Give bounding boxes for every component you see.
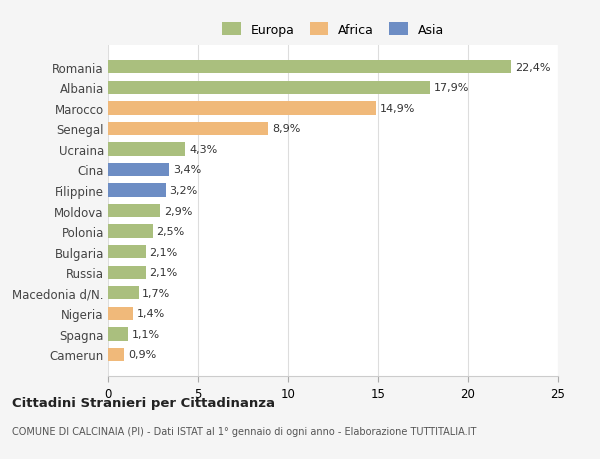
Bar	[108, 163, 169, 177]
Text: 0,9%: 0,9%	[128, 350, 156, 360]
Text: 8,9%: 8,9%	[272, 124, 300, 134]
Bar	[108, 81, 430, 95]
Bar	[108, 307, 133, 320]
Bar	[108, 204, 160, 218]
Bar	[108, 184, 166, 197]
Text: 2,1%: 2,1%	[149, 268, 178, 278]
Bar	[108, 61, 511, 74]
Text: 2,9%: 2,9%	[164, 206, 192, 216]
Text: COMUNE DI CALCINAIA (PI) - Dati ISTAT al 1° gennaio di ogni anno - Elaborazione : COMUNE DI CALCINAIA (PI) - Dati ISTAT al…	[12, 426, 476, 436]
Bar	[108, 143, 185, 156]
Text: 1,7%: 1,7%	[142, 288, 170, 298]
Text: 22,4%: 22,4%	[515, 62, 550, 73]
Text: 2,5%: 2,5%	[157, 227, 185, 237]
Text: 14,9%: 14,9%	[380, 104, 415, 113]
Bar	[108, 348, 124, 361]
Text: 4,3%: 4,3%	[189, 145, 217, 155]
Bar	[108, 286, 139, 300]
Text: 1,1%: 1,1%	[131, 329, 160, 339]
Bar	[108, 266, 146, 280]
Text: 3,4%: 3,4%	[173, 165, 201, 175]
Text: 17,9%: 17,9%	[434, 83, 469, 93]
Text: 1,4%: 1,4%	[137, 309, 165, 319]
Bar	[108, 328, 128, 341]
Bar	[108, 225, 153, 238]
Bar	[108, 246, 146, 259]
Bar	[108, 102, 376, 115]
Text: 2,1%: 2,1%	[149, 247, 178, 257]
Legend: Europa, Africa, Asia: Europa, Africa, Asia	[218, 19, 448, 40]
Bar	[108, 123, 268, 136]
Text: Cittadini Stranieri per Cittadinanza: Cittadini Stranieri per Cittadinanza	[12, 396, 275, 409]
Text: 3,2%: 3,2%	[169, 185, 197, 196]
